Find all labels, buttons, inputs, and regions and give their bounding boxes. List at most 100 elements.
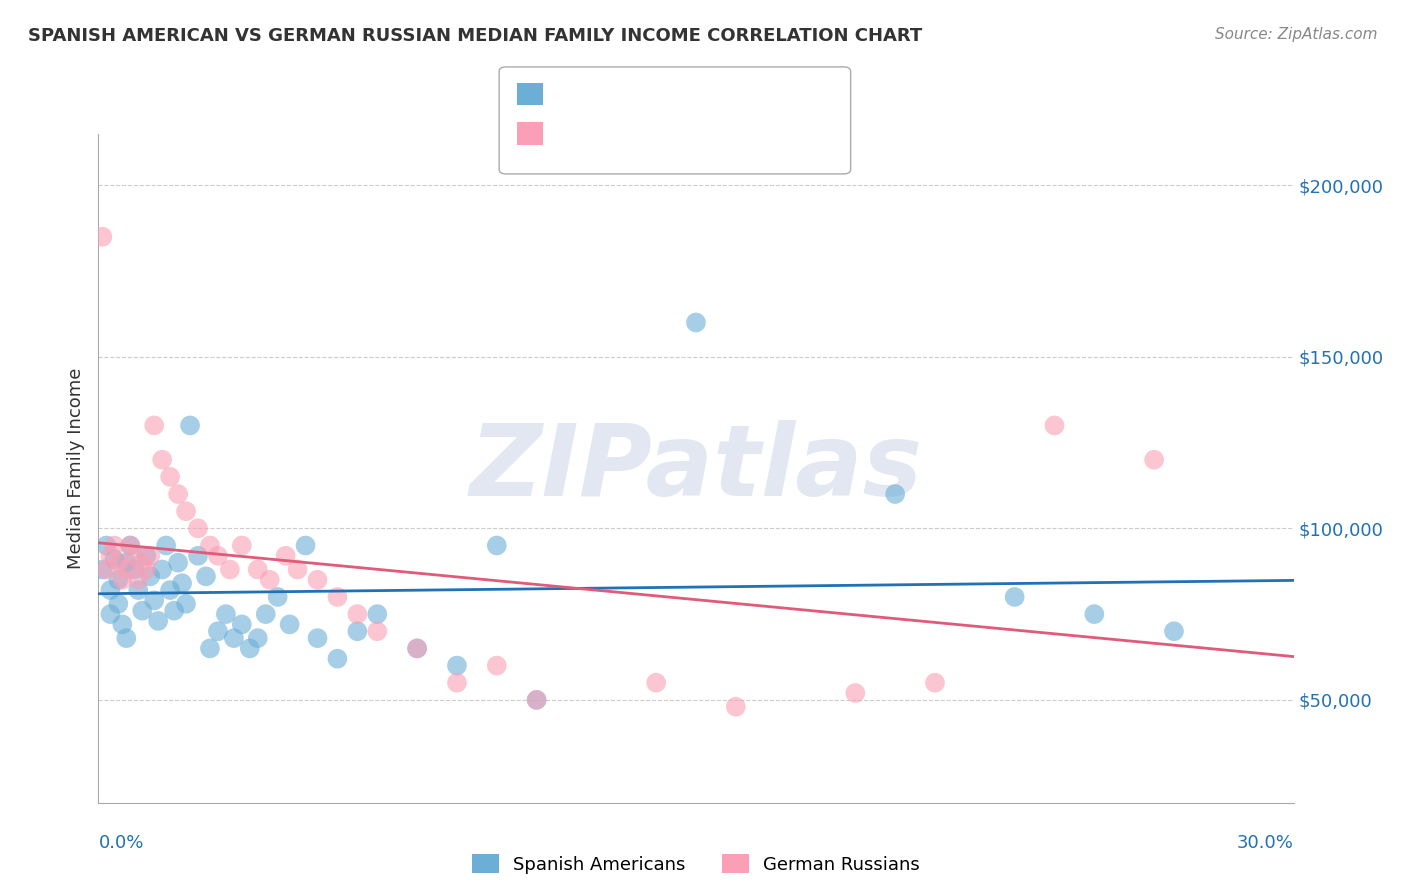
Point (346, 624, 368, 639)
Point (139, 569, 162, 583)
Point (485, 539, 508, 553)
Point (198, 641, 221, 656)
Point (98, 607, 122, 621)
Point (844, 686, 866, 700)
Point (219, 562, 242, 576)
Point (96, 539, 118, 553)
Point (267, 590, 290, 604)
Point (884, 487, 907, 501)
Point (446, 658, 468, 673)
Point (150, 562, 173, 576)
Point (366, 607, 388, 621)
Point (120, 539, 142, 553)
Text: R = 0.136   N = 52: R = 0.136 N = 52 (553, 85, 737, 103)
Point (98, 549, 122, 563)
Point (231, 617, 253, 632)
Point (107, 556, 129, 570)
Point (246, 562, 269, 576)
Point (115, 562, 138, 576)
Text: SPANISH AMERICAN VS GERMAN RUSSIAN MEDIAN FAMILY INCOME CORRELATION CHART: SPANISH AMERICAN VS GERMAN RUSSIAN MEDIA… (28, 27, 922, 45)
Point (239, 641, 262, 656)
Point (326, 651, 349, 665)
Point (167, 487, 190, 501)
Point (98, 583, 122, 598)
Point (131, 556, 153, 570)
Point (645, 675, 668, 690)
Point (179, 418, 201, 433)
Point (124, 562, 146, 576)
Point (207, 624, 229, 639)
Point (159, 470, 181, 484)
Point (222, 631, 245, 645)
Point (294, 539, 316, 553)
Point (724, 699, 747, 714)
Point (278, 617, 301, 632)
Point (924, 675, 946, 690)
Point (174, 597, 197, 611)
Point (127, 583, 149, 598)
Point (274, 549, 297, 563)
Point (127, 573, 149, 587)
Point (111, 573, 134, 587)
Point (124, 549, 146, 563)
Point (159, 583, 181, 598)
Point (259, 573, 281, 587)
Y-axis label: Median Family Income: Median Family Income (66, 368, 84, 569)
Point (172, 576, 194, 591)
Point (187, 549, 209, 563)
Point (366, 624, 388, 639)
Point (174, 504, 197, 518)
Point (148, 614, 170, 628)
Point (135, 549, 157, 563)
Point (91, 562, 114, 576)
Text: Source: ZipAtlas.com: Source: ZipAtlas.com (1215, 27, 1378, 42)
Point (155, 539, 177, 553)
Point (103, 552, 125, 566)
Legend: Spanish Americans, German Russians: Spanish Americans, German Russians (464, 847, 928, 880)
Point (107, 597, 129, 611)
Point (287, 562, 309, 576)
Point (485, 658, 508, 673)
Point (187, 521, 209, 535)
Point (406, 641, 429, 656)
Point (526, 693, 548, 707)
Point (446, 675, 468, 690)
Point (326, 590, 349, 604)
Point (120, 539, 142, 553)
Point (135, 562, 157, 576)
Point (96, 562, 118, 576)
Point (1083, 607, 1105, 621)
Point (246, 631, 269, 645)
Point (111, 617, 134, 632)
Point (163, 604, 186, 618)
Point (307, 573, 329, 587)
Point (1143, 452, 1166, 467)
Point (231, 539, 253, 553)
Point (115, 556, 138, 570)
Point (406, 641, 429, 656)
Point (143, 418, 166, 433)
Point (143, 593, 166, 607)
Point (254, 607, 277, 621)
Text: ZIPatlas: ZIPatlas (470, 420, 922, 516)
Point (107, 573, 129, 587)
Point (198, 539, 221, 553)
Point (150, 452, 173, 467)
Point (139, 549, 162, 563)
Text: R = 0.144   N = 41: R = 0.144 N = 41 (553, 123, 737, 141)
Point (307, 631, 329, 645)
Point (685, 316, 707, 330)
Point (194, 569, 218, 583)
Point (1163, 624, 1185, 639)
Point (91, 229, 114, 244)
Point (207, 549, 229, 563)
Point (131, 604, 153, 618)
Point (346, 607, 368, 621)
Point (1043, 418, 1066, 433)
Point (215, 607, 238, 621)
Point (1004, 590, 1026, 604)
Text: 0.0%: 0.0% (98, 834, 143, 852)
Point (115, 631, 138, 645)
Point (167, 556, 190, 570)
Text: 30.0%: 30.0% (1237, 834, 1294, 852)
